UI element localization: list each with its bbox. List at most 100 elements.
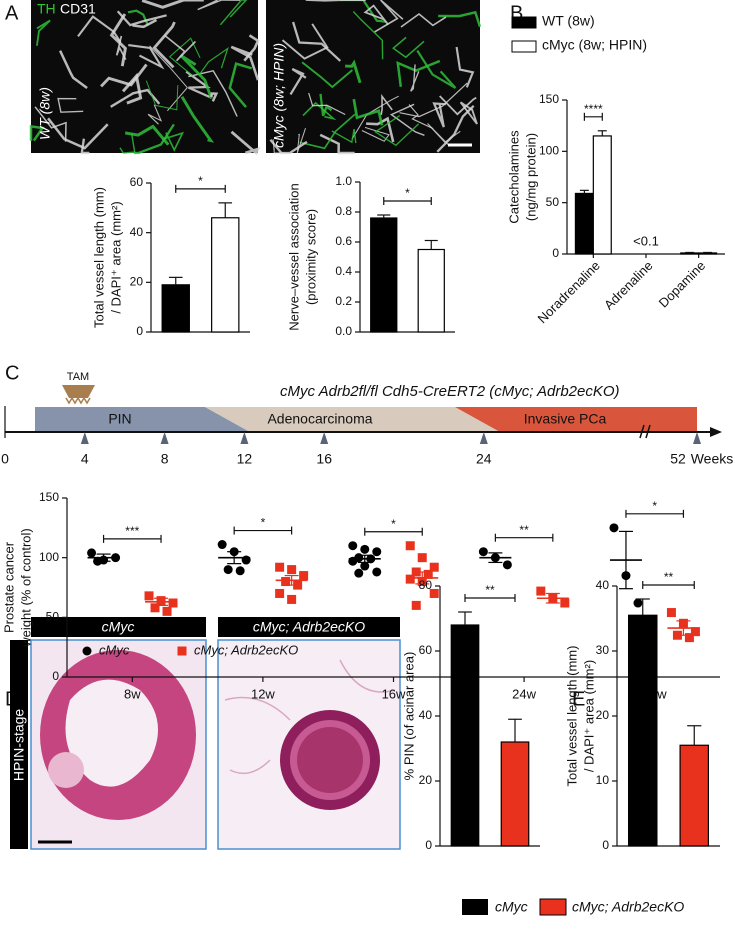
timeline-unit: Weeks bbox=[691, 451, 734, 467]
y-tick-label: 20 bbox=[419, 773, 433, 787]
image-texture bbox=[100, 63, 148, 88]
image-texture bbox=[29, 124, 45, 142]
data-point bbox=[162, 606, 172, 616]
y-tick-label: 0 bbox=[602, 838, 609, 852]
data-point bbox=[690, 627, 700, 637]
data-point bbox=[235, 566, 245, 576]
image-texture bbox=[289, 67, 307, 95]
image-texture bbox=[399, 82, 468, 118]
timeline-tick bbox=[240, 432, 249, 444]
data-point bbox=[217, 540, 227, 550]
bar bbox=[574, 192, 594, 255]
data-point bbox=[417, 553, 427, 563]
bar bbox=[161, 284, 190, 333]
image-texture bbox=[35, 19, 51, 46]
image-texture bbox=[292, 21, 342, 62]
timeline-tick bbox=[80, 432, 89, 444]
image-texture bbox=[299, 113, 356, 150]
data-point bbox=[354, 568, 364, 578]
panel-letter: E bbox=[572, 688, 585, 710]
tissue-fiber bbox=[224, 659, 396, 775]
y-tick-label: 60 bbox=[419, 643, 433, 657]
y-axis-label: weight (% of control) bbox=[18, 528, 33, 648]
image-texture bbox=[374, 115, 420, 147]
y-tick-label: 0.8 bbox=[335, 204, 352, 218]
bar bbox=[680, 252, 700, 255]
data-point bbox=[502, 560, 512, 570]
y-tick-label: 0.4 bbox=[335, 264, 352, 278]
significance-label: ** bbox=[519, 523, 529, 537]
data-point bbox=[478, 547, 488, 557]
timeline-tick-label: 4 bbox=[81, 451, 89, 467]
panel-letter: C bbox=[5, 362, 19, 384]
tissue bbox=[48, 752, 84, 788]
x-tick-label: Dopamine bbox=[656, 258, 709, 311]
y-tick-label: 20 bbox=[596, 708, 610, 722]
timeline-tick bbox=[479, 432, 488, 444]
data-point bbox=[609, 523, 619, 533]
image-texture bbox=[416, 50, 457, 89]
image-texture bbox=[57, 97, 84, 113]
image-texture bbox=[152, 21, 176, 69]
significance-label: * bbox=[261, 516, 266, 530]
annotation: <0.1 bbox=[633, 233, 659, 248]
legend-swatch bbox=[511, 16, 537, 29]
phase-band bbox=[455, 407, 697, 432]
image-texture bbox=[116, 10, 167, 27]
image-header bbox=[218, 617, 400, 637]
bar bbox=[450, 624, 480, 847]
legend-swatch bbox=[511, 40, 537, 53]
y-tick-label: 100 bbox=[539, 144, 559, 158]
image-texture bbox=[197, 0, 241, 11]
timeline-tick-label: 24 bbox=[476, 451, 492, 467]
x-tick-label: Noradrenaline bbox=[535, 258, 603, 326]
timeline-title: cMyc Adrb2fl/fl Cdh5-CreERT2 (cMyc; Adrb… bbox=[280, 383, 620, 400]
data-point bbox=[411, 600, 421, 610]
image-texture bbox=[345, 59, 362, 84]
y-tick-label: 150 bbox=[539, 92, 559, 106]
significance-label: * bbox=[652, 499, 657, 513]
image-label: cMyc; Adrb2ecKO bbox=[253, 619, 365, 635]
y-axis-label: % PIN (of acinar area) bbox=[401, 652, 416, 781]
y-tick-label: 20 bbox=[130, 275, 144, 289]
image-texture bbox=[366, 116, 395, 143]
y-axis-label: Prostate cancer bbox=[1, 541, 16, 633]
timeline-arrow bbox=[710, 427, 722, 437]
data-point bbox=[372, 547, 382, 557]
image-texture bbox=[198, 46, 229, 76]
axis-break bbox=[645, 424, 651, 439]
image-texture bbox=[400, 12, 447, 28]
data-point bbox=[275, 588, 285, 598]
data-point bbox=[429, 588, 439, 598]
bar bbox=[592, 135, 612, 255]
x-tick-label: Adrenaline bbox=[601, 258, 656, 313]
y-tick-label: 50 bbox=[46, 610, 60, 624]
data-point bbox=[684, 633, 694, 643]
image-texture bbox=[228, 62, 253, 108]
image-texture bbox=[210, 92, 219, 102]
data-point bbox=[144, 591, 154, 601]
image-texture bbox=[331, 128, 357, 144]
image-texture bbox=[141, 0, 204, 9]
significance-label: ** bbox=[485, 583, 495, 597]
image-texture bbox=[161, 131, 185, 152]
bar bbox=[627, 614, 658, 847]
y-tick-label: 150 bbox=[39, 490, 59, 504]
bar bbox=[417, 248, 445, 333]
y-axis-label: Total vessel length (mm) bbox=[564, 646, 579, 787]
y-tick-label: 60 bbox=[130, 175, 144, 189]
y-tick-label: 100 bbox=[39, 550, 59, 564]
y-axis-label: (proximity score) bbox=[303, 209, 318, 305]
y-tick-label: 10 bbox=[596, 773, 610, 787]
image-texture bbox=[432, 102, 446, 128]
y-axis-label: Nerve–vessel association bbox=[286, 183, 301, 330]
phase-label: Adenocarcinoma bbox=[267, 411, 372, 427]
treatment-icon bbox=[65, 396, 91, 405]
image-texture bbox=[380, 93, 393, 116]
data-point bbox=[536, 586, 546, 596]
y-tick-label: 40 bbox=[419, 708, 433, 722]
data-point bbox=[348, 541, 358, 551]
x-tick-label: 8w bbox=[124, 686, 141, 701]
image-label: WT (8w) bbox=[37, 87, 53, 140]
legend-label: cMyc bbox=[99, 642, 130, 657]
